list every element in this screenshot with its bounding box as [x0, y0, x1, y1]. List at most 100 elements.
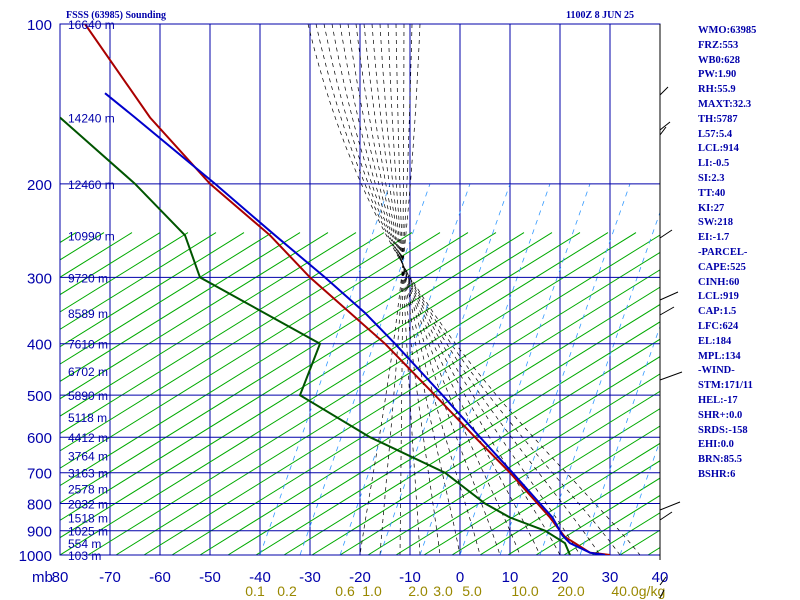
height-label: 14240 m: [68, 112, 115, 126]
mixing-ratio-line: [579, 325, 660, 555]
dry-adiabat: [760, 233, 800, 555]
wind-barb: [659, 86, 669, 96]
index-item: BRN:85.5: [698, 454, 743, 466]
dry-adiabat: [788, 233, 800, 555]
moist-adiabat: [359, 24, 421, 555]
dry-adiabat: [60, 232, 357, 417]
height-label: 10990 m: [68, 229, 115, 243]
wind-barb: [659, 229, 673, 239]
index-item: KI:27: [698, 202, 725, 214]
height-label: 4412 m: [68, 431, 108, 445]
index-item: -PARCEL-: [698, 246, 748, 258]
index-item: SW:218: [698, 217, 734, 229]
index-item: LCL:919: [698, 291, 739, 303]
pressure-tick-label: 100: [27, 17, 52, 34]
pressure-tick-label: 1000: [19, 548, 52, 565]
index-item: LCL:914: [698, 143, 739, 155]
temperature-tick-label: 10: [502, 569, 519, 586]
parcel-profile: [104, 92, 606, 555]
wind-barb: [659, 576, 667, 586]
dry-adiabat: [60, 232, 301, 382]
index-item: LI:-0.5: [698, 158, 730, 170]
dry-adiabat: [0, 233, 20, 555]
mixing-ratio-label: g/kg: [639, 583, 665, 599]
height-label: 3764 m: [68, 450, 108, 464]
dry-adiabat: [171, 251, 660, 555]
dry-adiabat: [591, 512, 660, 555]
index-item: TH:5787: [698, 113, 738, 125]
chart-title: FSSS (63985) Sounding: [66, 10, 167, 21]
dry-adiabat: [60, 232, 133, 278]
dry-adiabat: [60, 232, 553, 539]
index-item: EL:184: [698, 335, 732, 347]
plot-area: [0, 24, 800, 555]
height-label: 554 m: [68, 537, 101, 551]
dry-adiabat: [367, 373, 660, 555]
mixing-ratio-label: 1.0: [362, 583, 382, 599]
height-label: 8589 m: [68, 307, 108, 321]
height-label: 16640 m: [68, 18, 115, 32]
dry-adiabat: [283, 321, 660, 555]
pressure-tick-label: 700: [27, 466, 52, 483]
dry-adiabat: [60, 232, 497, 504]
mixing-ratio-label: 40.0: [611, 583, 638, 599]
dry-adiabat: [563, 494, 660, 555]
dry-adiabat: [60, 232, 525, 521]
mixing-ratio-label: 0.2: [277, 583, 297, 599]
dry-adiabat: [479, 442, 660, 555]
moist-adiabat: [355, 24, 521, 555]
dry-adiabat: [143, 234, 660, 555]
dry-adiabat: [60, 232, 273, 365]
diagram-grid: [0, 23, 800, 556]
moist-adiabat: [363, 24, 501, 555]
dry-adiabat: [87, 232, 609, 555]
index-item: MAXT:32.3: [698, 98, 752, 110]
moist-adiabat: [379, 24, 413, 555]
height-label: 5890 m: [68, 389, 108, 403]
height-label: 2032 m: [68, 498, 108, 512]
temperature-tick-label: -70: [99, 569, 121, 586]
dry-adiabat: [255, 303, 660, 555]
wind-barbs: [659, 24, 683, 599]
height-label: 12460 m: [68, 178, 115, 192]
height-label: 1518 m: [68, 512, 108, 526]
index-item: RH:55.9: [698, 84, 736, 96]
dry-adiabat: [60, 232, 385, 435]
temperature-tick-label: 30: [602, 569, 619, 586]
pressure-tick-label: 600: [27, 430, 52, 447]
temperature-tick-label: -50: [199, 569, 221, 586]
temperature-tick-label: -30: [299, 569, 321, 586]
index-item: BSHR:6: [698, 468, 736, 480]
dry-adiabat: [227, 286, 660, 555]
dry-adiabat: [60, 232, 189, 313]
sounding-profiles: [60, 24, 611, 555]
index-item: CAP:1.5: [698, 306, 737, 318]
height-label: 7610 m: [68, 338, 108, 352]
dry-adiabat: [535, 477, 660, 555]
indices-panel: WMO:63985 FRZ:553 WB0:628 PW:1.90 RH:55.9 MAX…: [698, 24, 756, 483]
moist-adiabat: [379, 24, 461, 555]
chart-datetime: 1100Z 8 JUN 25: [566, 10, 635, 21]
wind-barb: [659, 306, 675, 316]
index-item: FRZ:553: [698, 39, 739, 51]
index-item: PW:1.90: [698, 69, 737, 81]
height-label: 2578 m: [68, 483, 108, 497]
temperature-tick-label: -60: [149, 569, 171, 586]
moist-adiabat: [395, 24, 421, 555]
temperature-tick-label: 80: [52, 569, 69, 586]
moist-adiabat: [399, 24, 405, 555]
temperature-tick-label: -10: [399, 569, 421, 586]
wind-barb: [659, 501, 681, 511]
index-item: TT:40: [698, 187, 726, 199]
moist-adiabat: [307, 24, 641, 555]
index-item: SI:2.3: [698, 172, 725, 184]
index-item: HEL:-17: [698, 394, 738, 406]
moist-adiabat: [347, 24, 541, 555]
mixing-ratio-label: 0.6: [335, 583, 355, 599]
dry-adiabat: [339, 356, 660, 555]
temperature-tick-label: 20: [552, 569, 569, 586]
index-item: WB0:628: [698, 54, 740, 66]
wind-barb: [659, 121, 671, 131]
index-item: EI:-1.7: [698, 232, 730, 244]
